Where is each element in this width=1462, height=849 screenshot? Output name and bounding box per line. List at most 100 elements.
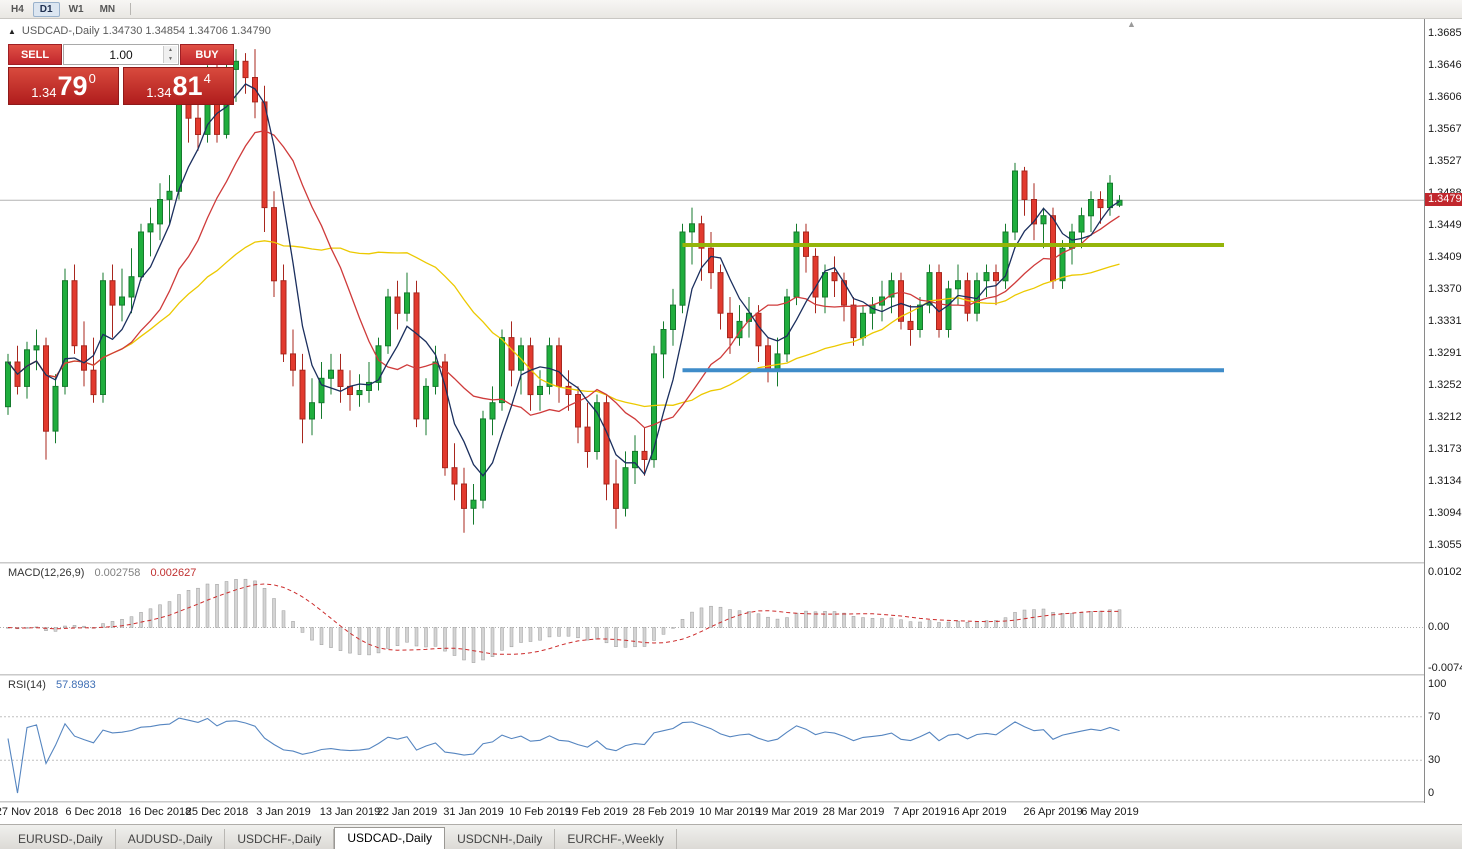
date-axis-label: 10 Mar 2019 (699, 806, 761, 818)
macd-histogram (6, 578, 1122, 663)
rsi-title: RSI(14) (8, 679, 46, 691)
ma-line-fast-darkblue (7, 83, 1120, 477)
rsi-axis-label: 70 (1428, 711, 1441, 723)
timeframe-button-d1[interactable]: D1 (32, 1, 60, 17)
chart-tab-eurchf[interactable]: EURCHF-,Weekly (555, 829, 677, 849)
chart-tabs-bar: EURUSD-,Daily AUDUSD-,Daily USDCHF-,Daily U… (0, 824, 1462, 849)
macd-main-value: 0.002758 (94, 567, 141, 579)
chart-shift-marker-icon: ▲ (1127, 19, 1136, 29)
price-axis-label: 1.33310 (1428, 315, 1462, 327)
price-axis-label: 1.35270 (1428, 155, 1462, 167)
timeframe-button-mn[interactable]: MN (93, 2, 123, 17)
macd-title: MACD(12,26,9) (8, 567, 85, 579)
volume-input[interactable] (79, 46, 163, 63)
one-click-trading-panel: SELL ▲ ▼ BUY 1.34 79 0 1.34 81 4 (8, 44, 234, 105)
price-axis-label: 1.32120 (1428, 411, 1462, 423)
macd-axis-label: -0.00747 (1428, 662, 1462, 674)
price-axis-label: 1.36460 (1428, 59, 1462, 71)
date-axis-label: 7 Apr 2019 (893, 806, 947, 818)
buy-price-prefix: 1.34 (146, 85, 172, 100)
date-axis-label: 26 Apr 2019 (1023, 806, 1083, 818)
price-axis-label: 1.34490 (1428, 219, 1462, 231)
ma-line-medium-red (7, 130, 1120, 429)
pane-divider (0, 801, 1462, 803)
timeframe-button-w1[interactable]: W1 (62, 2, 91, 17)
date-axis-label: 27 Nov 2018 (0, 806, 59, 818)
rsi-header: RSI(14) 57.8983 (8, 679, 96, 691)
macd-signal-value: 0.002627 (150, 567, 197, 579)
date-axis-label: 13 Jan 2019 (319, 806, 381, 818)
macd-axis-label: 0.01022 (1428, 566, 1462, 578)
sell-price-big: 79 (57, 70, 88, 101)
sell-button[interactable]: SELL (8, 44, 62, 65)
date-axis-label: 19 Feb 2019 (566, 806, 628, 818)
rsi-axis-label: 100 (1428, 678, 1447, 690)
pane-divider[interactable] (0, 562, 1462, 564)
chart-tab-usdcad[interactable]: USDCAD-,Daily (334, 827, 446, 849)
rsi-axis-label: 30 (1428, 754, 1441, 766)
chart-tab-audusd[interactable]: AUDUSD-,Daily (116, 829, 226, 849)
price-axis-label: 1.32520 (1428, 379, 1462, 391)
date-axis-label: 16 Apr 2019 (947, 806, 1007, 818)
spinner-up-icon[interactable]: ▲ (168, 47, 173, 53)
ohlc-text: USDCAD-,Daily 1.34730 1.34854 1.34706 1.… (21, 25, 271, 37)
date-axis-label: 31 Jan 2019 (443, 806, 504, 818)
rsi-line (7, 717, 1120, 794)
timeframe-toolbar: H4 D1 W1 MN (0, 0, 1462, 19)
price-axis-label: 1.33700 (1428, 283, 1462, 295)
collapse-trade-panel-icon[interactable]: ▲ (8, 26, 16, 36)
chart-tab-eurusd[interactable]: EURUSD-,Daily (6, 829, 116, 849)
timeframe-button-h4[interactable]: H4 (4, 2, 31, 17)
date-axis-label: 28 Mar 2019 (822, 806, 885, 818)
macd-pane[interactable] (0, 564, 1424, 674)
sell-price-button[interactable]: 1.34 79 0 (8, 67, 119, 105)
pane-divider[interactable] (0, 674, 1462, 676)
price-axis-label: 1.30940 (1428, 507, 1462, 519)
ma-line-slow-yellow (7, 240, 1120, 408)
trade-panel-price-row: 1.34 79 0 1.34 81 4 (8, 67, 234, 105)
price-axis-label: 1.34090 (1428, 251, 1462, 263)
buy-price-pip: 4 (203, 71, 211, 86)
price-axis-label: 1.31730 (1428, 443, 1462, 455)
date-axis[interactable]: 27 Nov 2018 6 Dec 2018 16 Dec 2018 25 Dec 2… (0, 803, 1424, 824)
current-price-badge: 1.34790 (1425, 193, 1462, 206)
date-axis-label: 6 May 2019 (1081, 806, 1139, 818)
rsi-pane[interactable] (0, 676, 1424, 801)
sell-price-prefix: 1.34 (31, 85, 57, 100)
price-axis-label: 1.30550 (1428, 539, 1462, 551)
macd-signal-line (7, 583, 1120, 655)
toolbar-separator (130, 3, 132, 15)
macd-header: MACD(12,26,9) 0.002758 0.002627 (8, 567, 196, 579)
price-axis-label: 1.35670 (1428, 123, 1462, 135)
candles (5, 49, 1123, 533)
date-axis-label: 28 Feb 2019 (632, 806, 695, 818)
chart-tab-usdchf[interactable]: USDCHF-,Daily (225, 829, 335, 849)
sell-price-pip: 0 (88, 71, 96, 86)
price-axis-label: 1.32910 (1428, 347, 1462, 359)
spinner-down-icon[interactable]: ▼ (168, 56, 173, 62)
date-axis-label: 25 Dec 2018 (185, 806, 249, 818)
date-axis-label: 10 Feb 2019 (509, 806, 571, 818)
volume-field: ▲ ▼ (63, 44, 179, 65)
date-axis-label: 22 Jan 2019 (376, 806, 438, 818)
date-axis-label: 19 Mar 2019 (756, 806, 818, 818)
price-axis[interactable]: 1.368501.364601.360601.356701.352701.348… (1424, 19, 1462, 803)
rsi-axis-label: 0 (1428, 787, 1435, 799)
price-axis-label: 1.36060 (1428, 91, 1462, 103)
macd-axis-label: 0.00 (1428, 621, 1450, 633)
trade-panel-top-row: SELL ▲ ▼ BUY (8, 44, 234, 65)
volume-spinner[interactable]: ▲ ▼ (163, 46, 177, 63)
price-chart-pane[interactable] (0, 19, 1424, 562)
rsi-value: 57.8983 (55, 679, 96, 691)
chart-ohlc-header: ▲ USDCAD-,Daily 1.34730 1.34854 1.34706 … (8, 25, 271, 37)
date-axis-label: 6 Dec 2018 (65, 806, 122, 818)
chart-tab-usdcnh[interactable]: USDCNH-,Daily (445, 829, 556, 849)
date-axis-label: 3 Jan 2019 (256, 806, 311, 818)
buy-button[interactable]: BUY (180, 44, 234, 65)
price-axis-label: 1.36850 (1428, 27, 1462, 39)
price-axis-label: 1.31340 (1428, 475, 1462, 487)
buy-price-big: 81 (172, 70, 203, 101)
date-axis-label: 16 Dec 2018 (128, 806, 192, 818)
buy-price-button[interactable]: 1.34 81 4 (123, 67, 234, 105)
